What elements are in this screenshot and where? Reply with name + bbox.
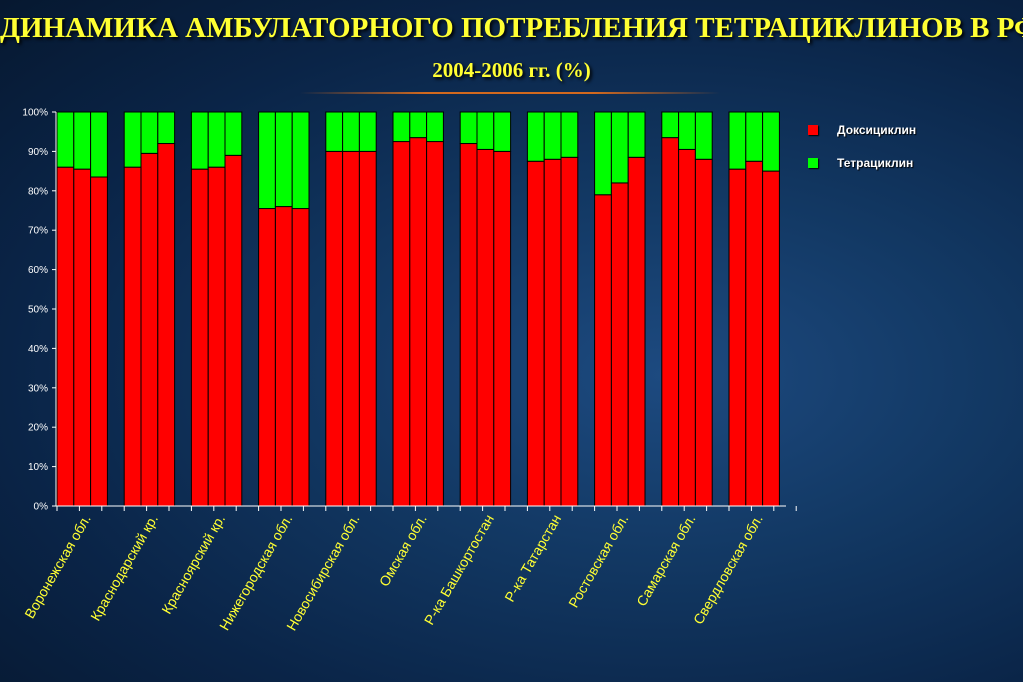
bar-doxycycline [190,168,209,507]
bar-doxycycline [694,158,713,507]
legend-swatch-tetracycline [808,158,818,168]
bar-tetracycline [426,111,444,143]
category-label: Р-ка Башкортостан [421,512,497,628]
bar-doxycycline [745,160,764,507]
legend-item-tetracycline: Тетрациклин [808,153,916,173]
bar-tetracycline [342,111,360,152]
bar-doxycycline [392,141,411,507]
y-tick-label: 20% [28,423,48,434]
chart-title: ДИНАМИКА АМБУЛАТОРНОГО ПОТРЕБЛЕНИЯ ТЕТРА… [0,12,1023,44]
category-label: Нижегородская обл. [216,512,295,633]
category-label: Красноярский кр. [158,512,228,617]
category-label: Ростовская обл. [565,512,631,611]
bar-doxycycline [493,150,512,507]
bar-doxycycline [73,168,92,507]
bar-tetracycline [493,111,512,152]
bar-tetracycline [325,111,344,152]
bar-tetracycline [526,111,545,162]
bar-doxycycline [358,150,377,507]
bar-doxycycline [274,206,293,507]
bar-tetracycline [476,111,495,150]
y-tick-label: 0% [34,502,49,513]
category-label: Краснодарский кр. [87,512,161,624]
bar-doxycycline [762,170,780,507]
bar-tetracycline [274,111,293,208]
legend-swatch-doxycycline [808,125,818,135]
bar-doxycycline [325,150,344,507]
bar-doxycycline [610,182,629,507]
bar-doxycycline [678,148,696,507]
bar-doxycycline [594,194,612,507]
bar-tetracycline [73,111,92,170]
bar-tetracycline [123,111,142,168]
y-tick-label: 90% [28,147,48,158]
y-tick-label: 40% [28,344,48,355]
bar-tetracycline [140,111,159,154]
y-tick-label: 70% [28,226,48,237]
y-tick-label: 80% [28,186,48,197]
bar-tetracycline [258,111,276,210]
category-label: Воронежская обл. [21,512,94,622]
bar-doxycycline [728,168,747,507]
bar-doxycycline [342,150,360,507]
bar-tetracycline [90,111,108,178]
bar-doxycycline [291,208,310,507]
category-label: Свердловская обл. [690,512,766,628]
bar-doxycycline [543,158,562,507]
bar-doxycycline [426,141,444,507]
bar-tetracycline [745,111,764,162]
y-tick-label: 50% [28,305,48,316]
bar-tetracycline [56,111,75,168]
bar-tetracycline [762,111,780,172]
bar-doxycycline [157,143,176,507]
bar-tetracycline [594,111,612,196]
bar-doxycycline [224,154,243,507]
bar-tetracycline [543,111,562,160]
bar-doxycycline [526,160,545,507]
title-divider [300,92,720,94]
bar-tetracycline [728,111,747,170]
legend: Доксициклин Тетрациклин [808,120,916,186]
bar-doxycycline [56,166,75,507]
bar-doxycycline [258,208,276,507]
bar-tetracycline [694,111,713,160]
bar-tetracycline [224,111,243,156]
bar-doxycycline [661,137,680,507]
legend-item-doxycycline: Доксициклин [808,120,916,140]
legend-label-doxycycline: Доксициклин [837,123,917,137]
bar-tetracycline [560,111,579,158]
bar-doxycycline [140,152,159,507]
bar-doxycycline [409,137,428,507]
bar-tetracycline [392,111,411,143]
bar-doxycycline [207,166,226,507]
bar-doxycycline [560,156,579,507]
category-label: Самарская обл. [633,512,698,609]
bar-tetracycline [358,111,377,152]
y-tick-label: 10% [28,462,48,473]
bar-tetracycline [661,111,680,139]
y-tick-label: 100% [22,108,48,119]
y-tick-label: 60% [28,265,48,276]
category-label: Р-ка Татарстан [501,512,564,605]
bar-tetracycline [190,111,209,170]
legend-label-tetracycline: Тетрациклин [837,156,914,170]
bar-doxycycline [627,156,646,507]
bar-tetracycline [610,111,629,184]
category-label: Новосибирская обл. [283,512,363,634]
bar-tetracycline [291,111,310,210]
bar-doxycycline [476,148,495,507]
bar-tetracycline [459,111,478,145]
bar-tetracycline [627,111,646,158]
chart-subtitle: 2004-2006 гг. (%) [432,58,591,82]
bar-tetracycline [409,111,428,139]
bar-doxycycline [123,166,142,507]
bar-tetracycline [157,111,176,145]
bar-tetracycline [678,111,696,150]
bar-doxycycline [90,176,108,507]
category-label: Омская обл. [376,512,430,590]
bar-doxycycline [459,143,478,507]
y-tick-label: 30% [28,383,48,394]
bar-tetracycline [207,111,226,168]
